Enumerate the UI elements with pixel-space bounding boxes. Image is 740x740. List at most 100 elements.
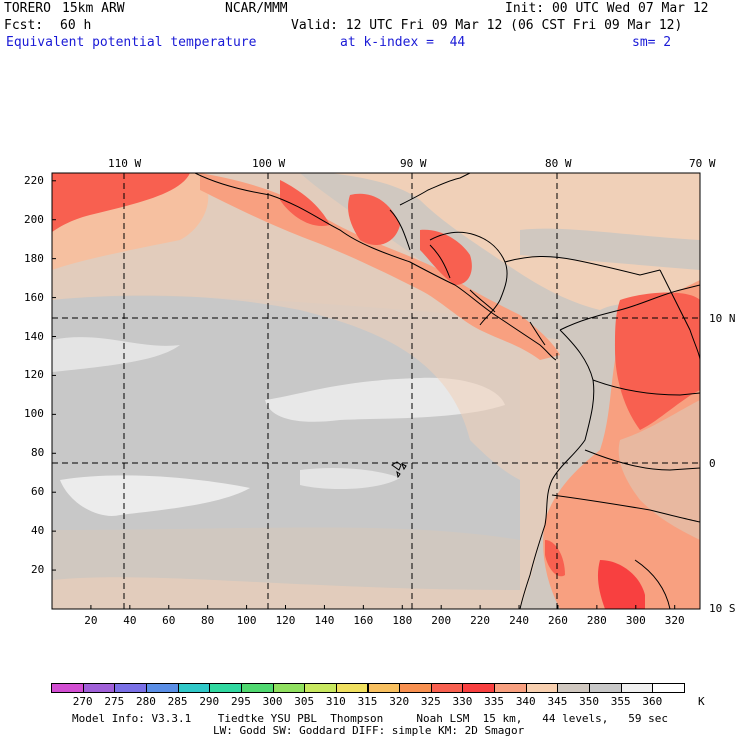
y-tick-label: 80 [31,446,45,460]
colorbar-label: 285 [167,695,188,708]
colorbar-label: 335 [484,695,505,708]
graticule [52,173,700,609]
country-border [634,559,671,609]
colorbar-label: 355 [610,695,631,708]
model-resolution: 15km ARW [62,1,125,16]
colorbar-label: 340 [515,695,536,708]
colorbar-label: 300 [262,695,283,708]
y-tick-label: 20 [31,563,45,577]
south-america-north-coast [559,284,700,331]
theta-e-red-region [348,193,400,245]
y-tick-label: 60 [31,485,45,499]
theta-e-light-patch [300,467,400,490]
x-tick-label: 140 [314,614,335,627]
forecast-hours: 60 h [60,18,92,33]
colorbar-swatch [652,683,685,693]
lon-label-100w: 100 W [252,157,286,170]
colorbar-swatch [462,683,496,693]
lon-label-90w: 90 W [400,157,427,170]
field-name: Equivalent potential temperature [6,35,257,50]
level-info: at k-index = 44 [340,35,466,50]
x-tick-label: 220 [470,614,491,627]
lon-label-70w: 70 W [689,157,716,170]
colorbar-label: 310 [325,695,346,708]
colorbar-label: 305 [294,695,315,708]
colorbar-swatch [51,683,84,693]
axis-ticks [52,180,676,609]
colorbar-label: 360 [642,695,663,708]
country-border [529,321,546,346]
x-tick-label: 80 [201,614,215,627]
colorbar-swatch [240,683,274,693]
colorbar-swatch [177,683,211,693]
valid-time: Valid: 12 UTC Fri 09 Mar 12 (06 CST Fri … [291,18,683,33]
y-tick-label: 40 [31,524,45,538]
colorbar-swatch [589,683,622,693]
x-tick-label: 200 [431,614,452,627]
theta-e-light-patch [52,337,180,372]
organization: NCAR/MMM [225,1,288,16]
theta-e-warm-band [200,173,560,360]
lat-label-0: 0 [709,457,716,470]
x-tick-label: 300 [625,614,646,627]
country-border [429,244,451,279]
y-tick-label: 100 [24,407,44,421]
country-border [592,379,700,396]
x-tick-label: 60 [162,614,176,627]
colorbar-swatch [430,683,464,693]
x-tick-label: 100 [236,614,257,627]
central-america-pacific-coast [194,173,557,361]
colorbar-swatch [145,683,179,693]
model-info-line1: Model Info: V3.3.1 Tiedtke YSU PBL Thomp… [72,712,669,725]
y-tick-label: 120 [24,368,44,382]
theta-e-red-region [545,540,565,577]
y-tick-label: 140 [24,329,44,343]
x-tick-label: 280 [586,614,607,627]
theta-e-light-patch [265,377,505,422]
y-tick-label: 220 [24,173,44,187]
theta-e-light-patch [60,475,250,516]
colorbar-label: 350 [579,695,599,708]
theta-e-red-region [597,560,645,609]
y-tick-label: 200 [24,212,44,226]
theta-e-red-region [280,180,330,226]
lat-label-10s: 10 S [709,602,736,615]
model-name: TORERO [4,1,51,16]
colorbar-swatch [209,683,242,693]
colorbar-label: 280 [136,695,156,708]
x-tick-label: 260 [548,614,568,627]
x-tick-label: 160 [353,614,374,627]
model-info-line2: LW: Godd SW: Goddard DIFF: simple KM: 2D… [213,724,525,737]
country-border [584,449,700,471]
colorbar-swatch [557,683,591,693]
theta-e-gray-region [520,228,700,270]
gulf-coast [399,173,471,206]
caribbean-coast [504,255,661,276]
lon-label-80w: 80 W [545,157,572,170]
theta-e-peach-region [330,173,700,320]
forecast-label: Fcst: [4,18,44,33]
y-tick-label: 180 [24,251,44,265]
colorbar-swatch [114,683,147,693]
lon-label-110w: 110 W [108,157,142,170]
colorbar-label: 295 [230,695,251,708]
country-border [389,209,411,251]
colorbar-swatch [494,683,527,693]
colorbar-swatch [620,683,654,693]
theta-e-red-region [420,229,472,285]
x-tick-label: 40 [123,614,137,627]
colorbar-swatch [272,683,306,693]
y-tick-label: 160 [24,290,44,304]
colorbar-unit: K [698,695,705,708]
colorbar-label: 330 [452,695,473,708]
colorbar-swatch [82,683,116,693]
x-tick-label: 20 [84,614,98,627]
smoothing-info: sm= 2 [632,35,672,50]
x-tick-label: 240 [509,614,529,627]
colorbar-swatch [525,683,559,693]
lat-label-10n: 10 N [709,312,736,325]
theta-e-red-region [615,292,700,430]
colorbar-swatch [304,683,337,693]
colorbar-label: 345 [547,695,568,708]
